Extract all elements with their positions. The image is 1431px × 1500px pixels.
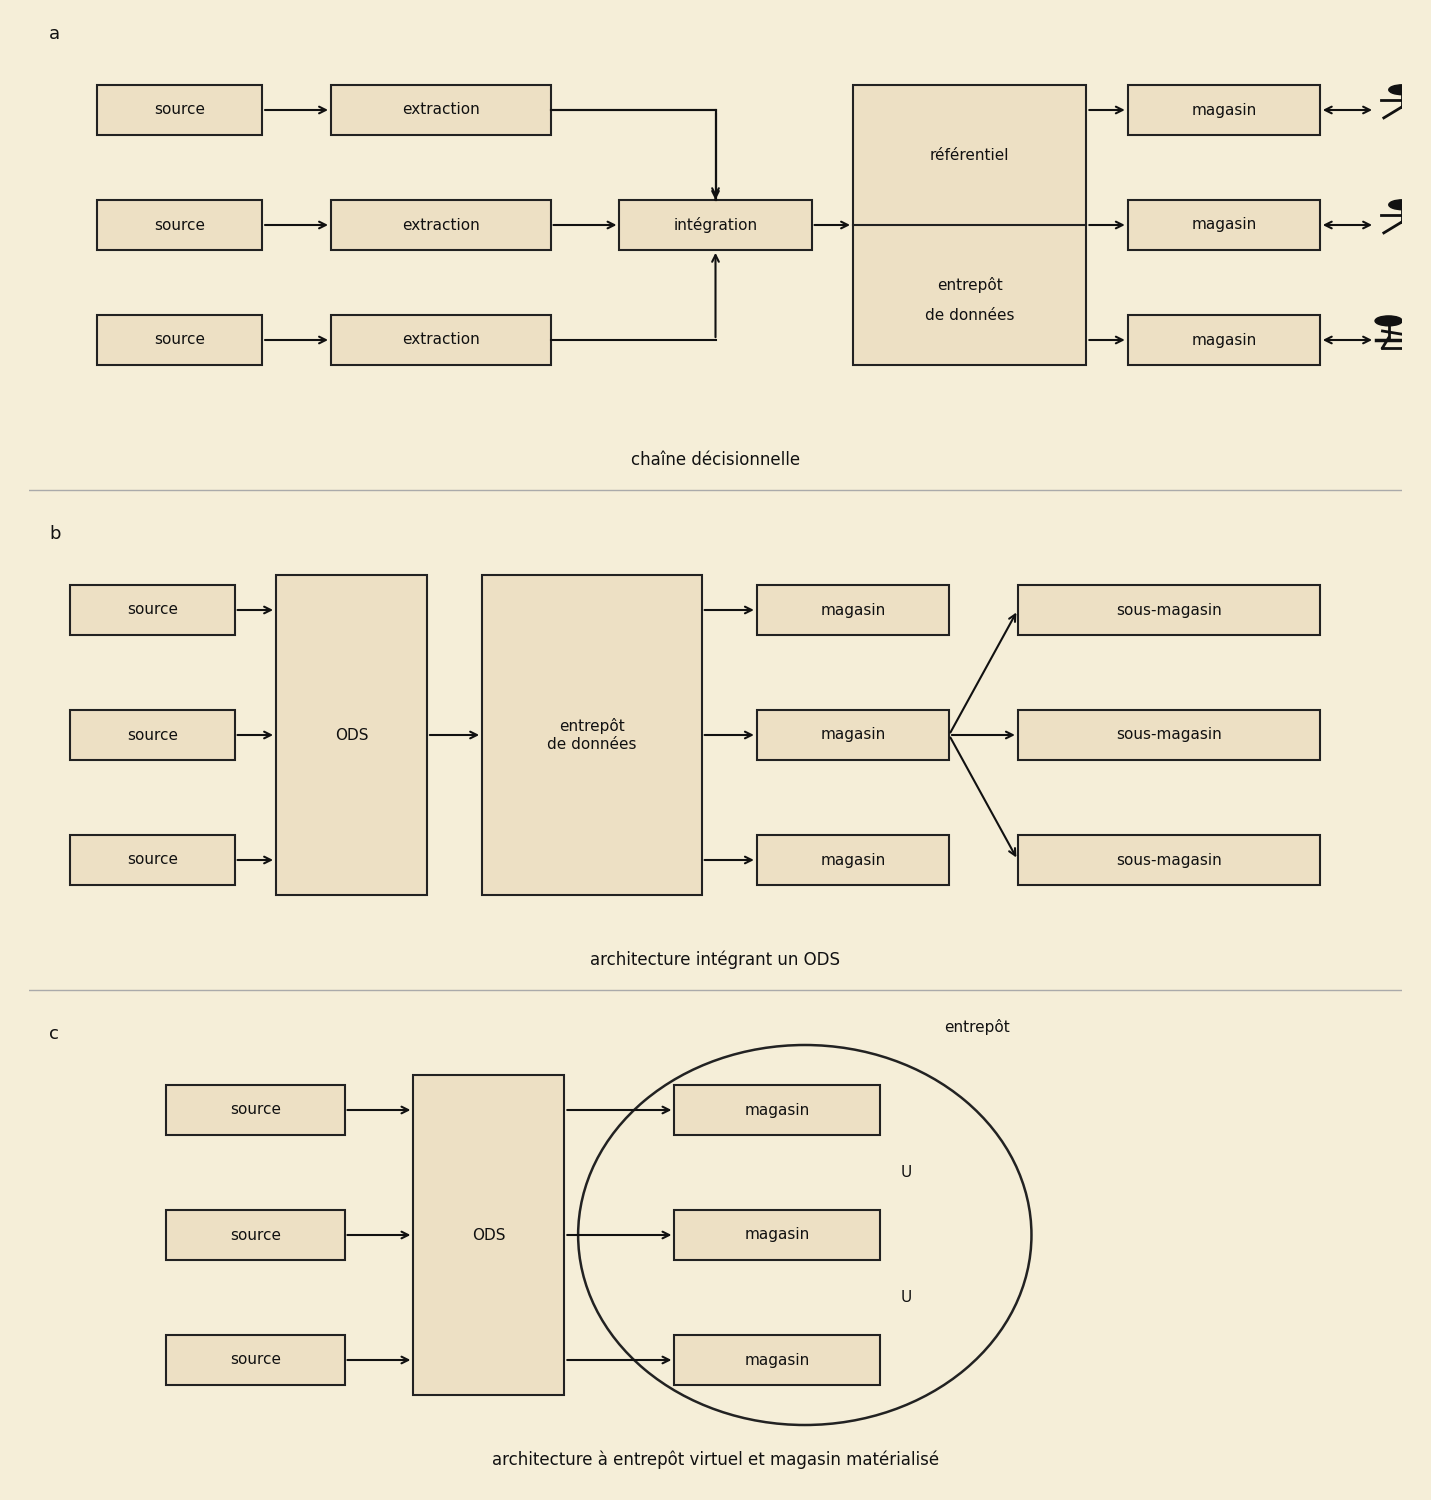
Bar (70, 710, 235, 760)
Text: source: source (230, 1353, 280, 1368)
Text: intégration: intégration (674, 217, 757, 232)
Text: source: source (155, 102, 205, 117)
Text: U: U (902, 1290, 912, 1305)
Text: magasin: magasin (1191, 333, 1256, 348)
Text: de données: de données (924, 308, 1015, 322)
Text: source: source (155, 333, 205, 348)
Text: ODS: ODS (472, 1227, 505, 1242)
Circle shape (1375, 316, 1402, 326)
Text: extraction: extraction (402, 333, 479, 348)
Bar (482, 574, 701, 896)
Bar (276, 574, 426, 896)
Bar (331, 315, 551, 364)
Text: magasin: magasin (744, 1353, 810, 1368)
Bar (166, 1084, 345, 1136)
Bar (97, 200, 262, 250)
Bar (166, 1210, 345, 1260)
Text: sous-magasin: sous-magasin (1116, 728, 1222, 742)
Text: extraction: extraction (402, 217, 479, 232)
Text: source: source (230, 1227, 280, 1242)
Text: source: source (155, 217, 205, 232)
Text: magasin: magasin (820, 603, 886, 618)
Bar (331, 86, 551, 135)
Bar (1128, 86, 1319, 135)
Text: référentiel: référentiel (930, 147, 1009, 162)
Bar (1128, 200, 1319, 250)
Bar (414, 1076, 564, 1395)
Bar (674, 1335, 880, 1384)
Bar (70, 836, 235, 885)
Circle shape (1388, 200, 1417, 210)
Bar (757, 585, 949, 634)
Text: a: a (49, 26, 60, 44)
Text: chaîne décisionnelle: chaîne décisionnelle (631, 452, 800, 470)
Bar (674, 1210, 880, 1260)
Bar (97, 86, 262, 135)
Text: source: source (127, 728, 177, 742)
Text: sous-magasin: sous-magasin (1116, 603, 1222, 618)
Bar (166, 1335, 345, 1384)
Bar (1017, 585, 1319, 634)
Bar (1128, 315, 1319, 364)
Text: extraction: extraction (402, 102, 479, 117)
Bar (674, 1084, 880, 1136)
Text: sous-magasin: sous-magasin (1116, 852, 1222, 867)
Text: c: c (49, 1024, 59, 1042)
Text: architecture intégrant un ODS: architecture intégrant un ODS (591, 951, 840, 969)
Text: magasin: magasin (744, 1227, 810, 1242)
Bar (853, 86, 1086, 364)
Text: magasin: magasin (744, 1102, 810, 1118)
Text: magasin: magasin (820, 852, 886, 867)
Text: entrepôt: entrepôt (943, 1019, 1009, 1035)
Bar (620, 200, 811, 250)
Bar (331, 200, 551, 250)
Text: magasin: magasin (820, 728, 886, 742)
Bar (1017, 836, 1319, 885)
Text: b: b (49, 525, 60, 543)
Bar (70, 585, 235, 634)
Text: ODS: ODS (335, 728, 368, 742)
Bar (757, 710, 949, 760)
Text: source: source (127, 852, 177, 867)
Bar (757, 836, 949, 885)
Bar (97, 315, 262, 364)
Text: magasin: magasin (1191, 217, 1256, 232)
Text: source: source (230, 1102, 280, 1118)
Text: entrepôt: entrepôt (937, 278, 1003, 292)
Text: source: source (127, 603, 177, 618)
Text: U: U (902, 1166, 912, 1180)
Bar (1017, 710, 1319, 760)
Circle shape (1388, 86, 1417, 94)
Text: magasin: magasin (1191, 102, 1256, 117)
Text: architecture à entrepôt virtuel et magasin matérialisé: architecture à entrepôt virtuel et magas… (492, 1450, 939, 1470)
Text: entrepôt
de données: entrepôt de données (547, 718, 637, 752)
